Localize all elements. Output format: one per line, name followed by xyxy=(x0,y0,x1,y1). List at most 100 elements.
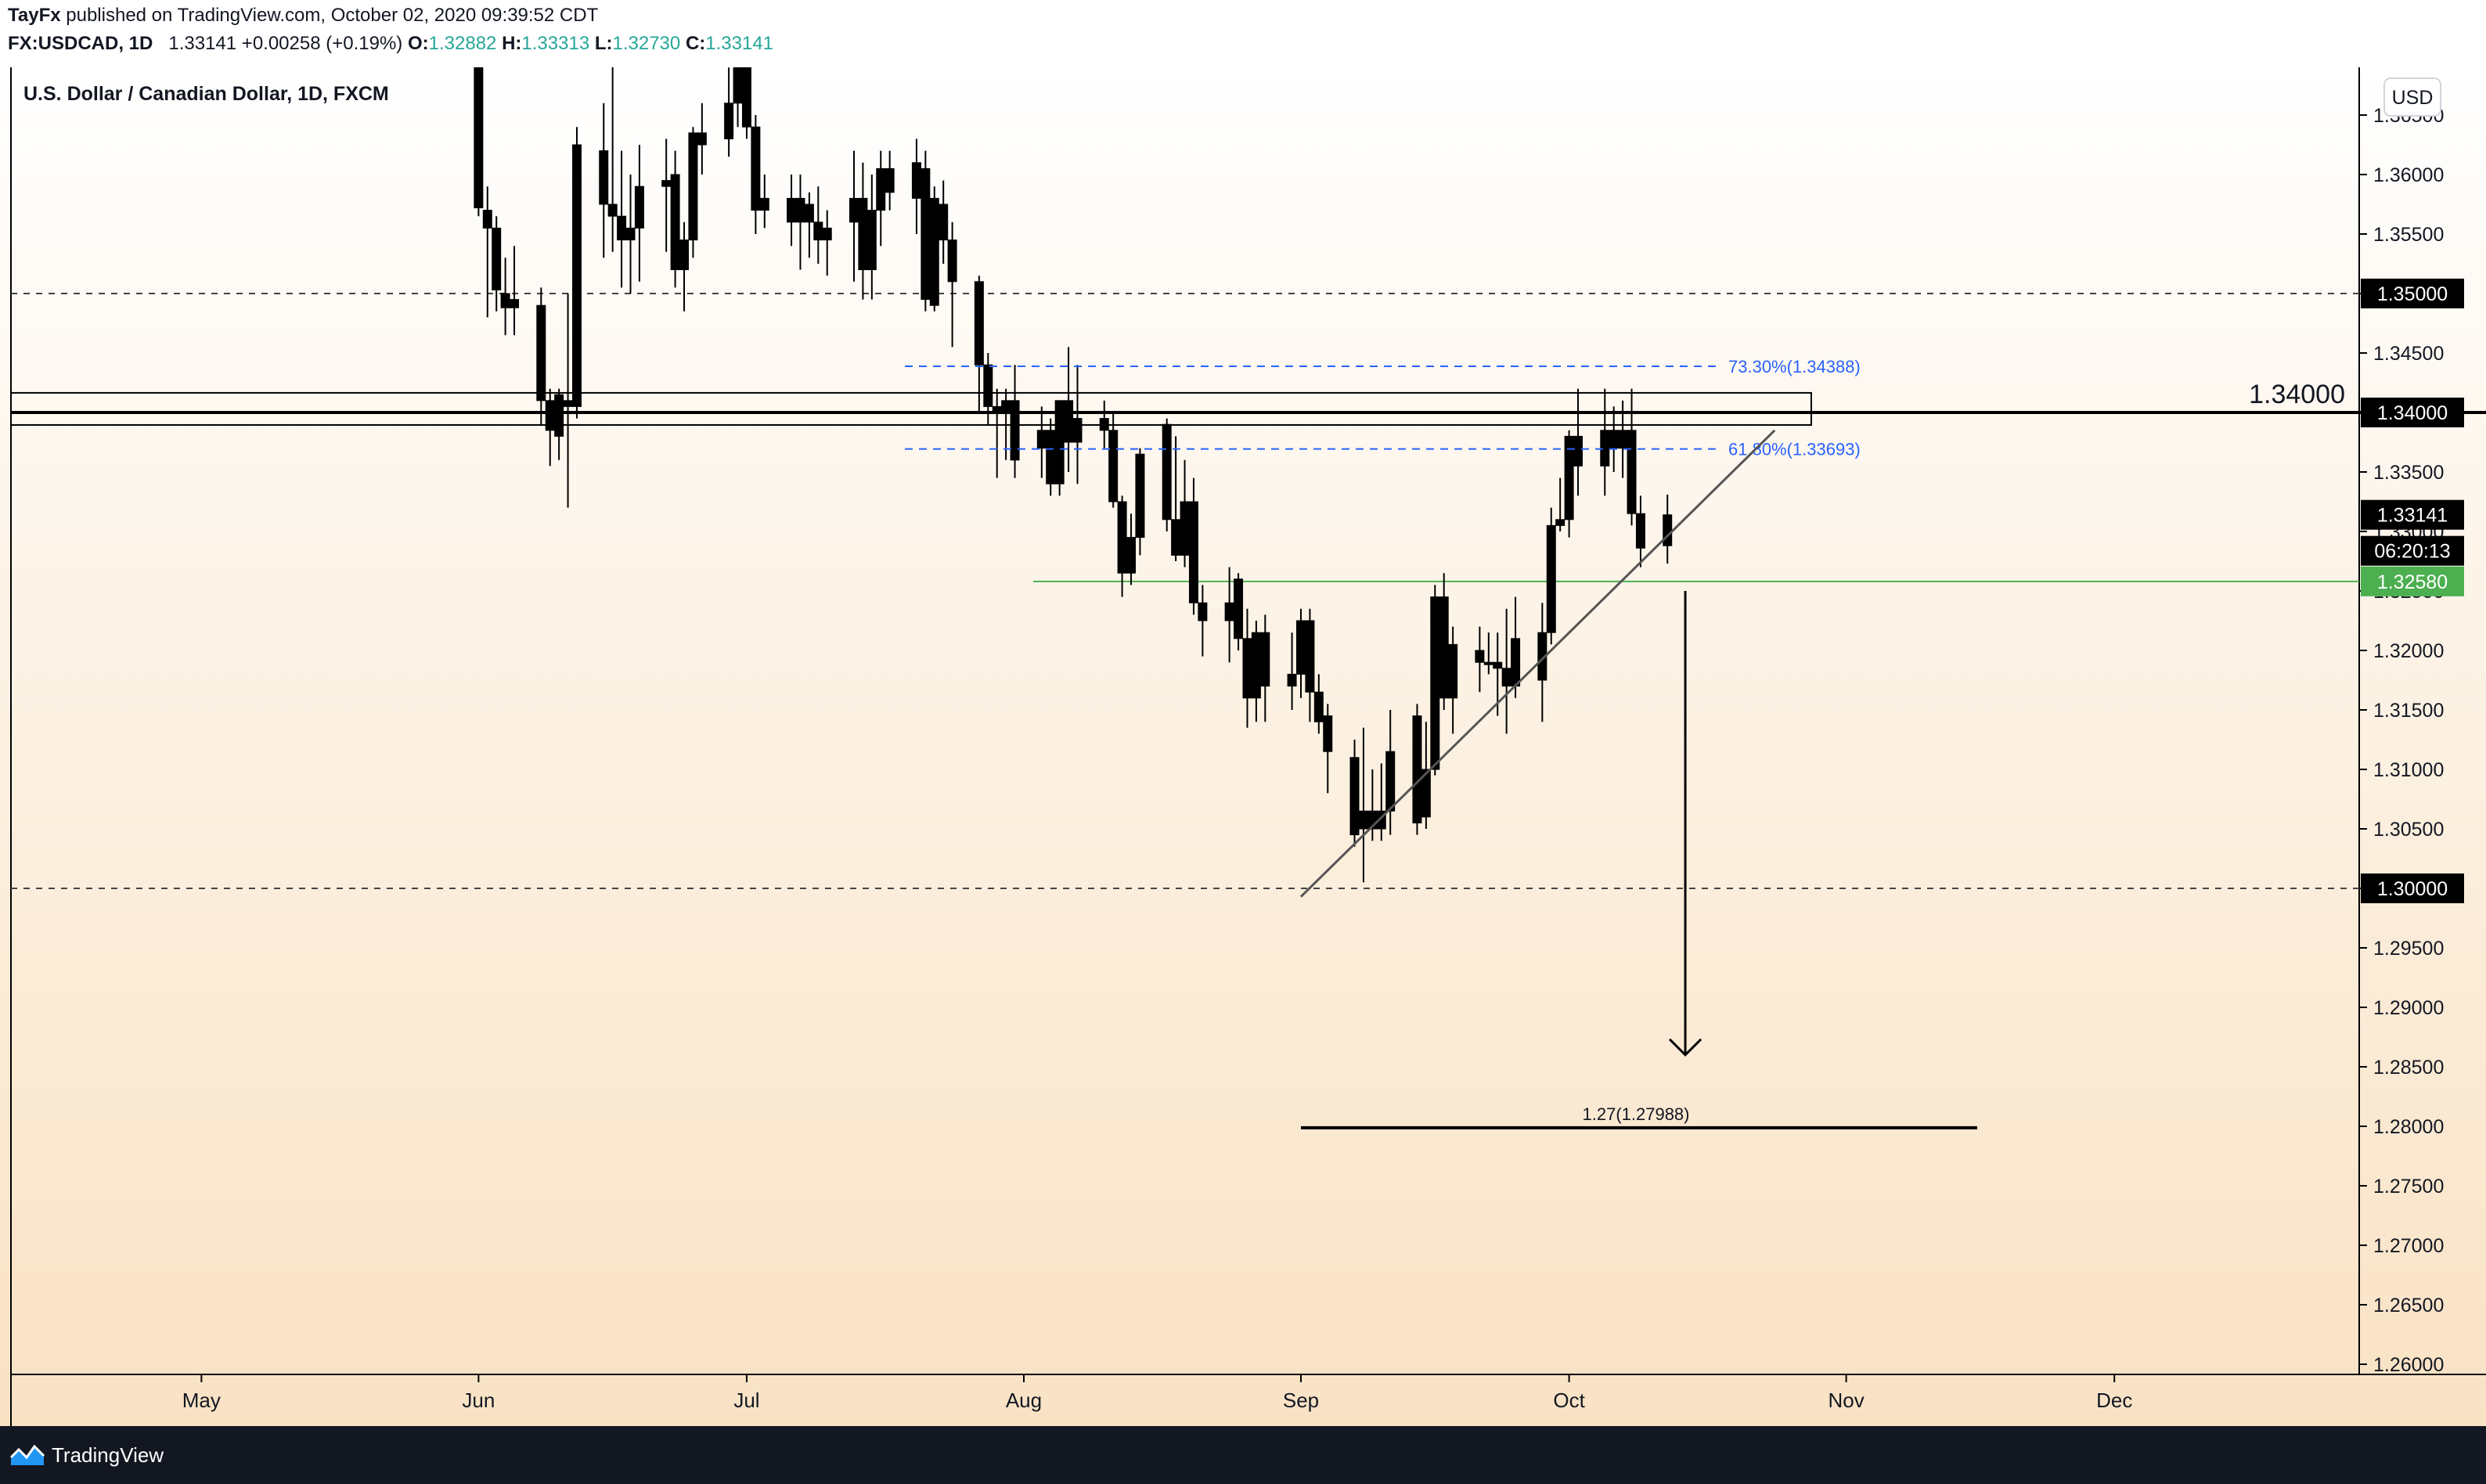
chart-header: TayFx published on TradingView.com, Octo… xyxy=(0,0,2486,67)
candle-body xyxy=(1358,810,1368,830)
candle-body xyxy=(634,186,644,229)
candle-body xyxy=(1635,513,1645,549)
candle-body xyxy=(1224,602,1234,621)
drawings-layer: 1.3400073.30%(1.34388)61.80%(1.33693)1.2… xyxy=(11,357,2486,1129)
candle-body xyxy=(947,240,957,283)
candle-body xyxy=(1064,400,1074,443)
candle-body xyxy=(1546,524,1556,633)
target-label: 1.27(1.27988) xyxy=(1583,1104,1690,1124)
price-tick-label: 1.31000 xyxy=(2373,759,2444,781)
candle-body xyxy=(1010,400,1020,461)
time-tick-label: Dec xyxy=(2096,1389,2132,1412)
low-value: 1.32730 xyxy=(612,33,681,54)
tradingview-brand[interactable]: TradingView xyxy=(9,1442,164,1468)
time-tick-label: May xyxy=(182,1389,221,1412)
countdown-tag-bg xyxy=(2361,535,2464,566)
support-price-tag-bg xyxy=(2361,566,2464,596)
candle-body xyxy=(1180,501,1190,556)
candle-body xyxy=(1171,519,1181,556)
price-tick-label: 1.31500 xyxy=(2373,700,2444,722)
candles-layer xyxy=(474,67,1673,883)
candle-body xyxy=(492,227,502,290)
candle-body xyxy=(1627,430,1637,514)
candle-body xyxy=(1349,757,1360,836)
candle-body xyxy=(661,180,672,187)
chart-background xyxy=(0,67,2486,1426)
price-tick-label: 1.29500 xyxy=(2373,938,2444,960)
ohlc-line: FX:USDCAD, 1D 1.33141 +0.00258 (+0.19%) … xyxy=(8,33,773,55)
author-name[interactable]: TayFx xyxy=(8,5,61,26)
candle-body xyxy=(795,197,805,223)
publish-info: published on TradingView.com, October 02… xyxy=(66,5,599,26)
open-value: 1.32882 xyxy=(428,33,497,54)
candle-body xyxy=(571,144,582,407)
close-value: 1.33141 xyxy=(705,33,774,54)
brand-label: TradingView xyxy=(52,1443,164,1467)
last-price-tag-bg xyxy=(2361,499,2464,530)
candle-body xyxy=(474,67,484,209)
candle-body xyxy=(1162,423,1172,520)
price-tag-1340-bg xyxy=(2361,398,2464,427)
candle-body xyxy=(1260,632,1270,687)
price-tick-label: 1.28000 xyxy=(2373,1116,2444,1138)
last-price: 1.33141 xyxy=(168,33,237,54)
candle-body xyxy=(1117,501,1127,574)
candle-body xyxy=(724,103,734,139)
candle-body xyxy=(1573,435,1583,466)
ascending-trendline xyxy=(1299,429,1776,898)
candle-body xyxy=(1126,537,1137,574)
candle-body xyxy=(500,293,510,308)
price-tags: 1.35000 1.34000 1.30000 1.33141 06:20:13 1.32… xyxy=(2361,279,2464,903)
time-tick-label: Sep xyxy=(1283,1389,1319,1412)
candle-body xyxy=(1448,643,1458,699)
candle-body xyxy=(1323,715,1333,752)
time-tick-label: Jun xyxy=(462,1389,495,1412)
candle-body xyxy=(759,197,769,211)
resistance-zone xyxy=(11,391,1812,426)
candle-body xyxy=(1421,769,1431,818)
chart-title: U.S. Dollar / Canadian Dollar, 1D, FXCM xyxy=(23,83,389,105)
candle-body xyxy=(1511,638,1521,687)
candle-body xyxy=(1072,418,1083,443)
candle-body xyxy=(670,174,680,271)
price-tick-label: 1.28500 xyxy=(2373,1057,2444,1079)
currency-button[interactable]: USD xyxy=(2383,77,2441,117)
candle-body xyxy=(1242,638,1252,699)
candle-body xyxy=(876,167,886,211)
candle-body xyxy=(1376,810,1386,830)
symbol-label: FX:USDCAD, 1D xyxy=(8,33,153,54)
price-tick-label: 1.27500 xyxy=(2373,1176,2444,1198)
candle-body xyxy=(1287,673,1297,687)
candle-body xyxy=(688,132,698,241)
price-chart[interactable]: 1.3400073.30%(1.34388)61.80%(1.33693)1.2… xyxy=(0,67,2486,1426)
candle-body xyxy=(858,197,868,271)
price-tick-label: 1.26500 xyxy=(2373,1295,2444,1317)
price-tick-label: 1.27000 xyxy=(2373,1235,2444,1257)
candle-body xyxy=(1234,578,1244,639)
high-label: H: xyxy=(502,33,522,54)
candle-body xyxy=(974,281,984,366)
price-tick-label: 1.32000 xyxy=(2373,640,2444,662)
publish-line: TayFx published on TradingView.com, Octo… xyxy=(8,5,598,27)
low-label: L: xyxy=(594,33,613,54)
time-axis[interactable]: May Jun Jul Aug Sep Oct Nov Dec xyxy=(182,1374,2133,1412)
candle-body xyxy=(599,150,609,205)
fib-label-733: 73.30%(1.34388) xyxy=(1728,357,1861,376)
candle-body xyxy=(545,400,555,431)
candle-body xyxy=(482,210,492,229)
candle-body xyxy=(625,227,636,241)
candle-body xyxy=(1618,430,1628,449)
candle-body xyxy=(929,197,939,306)
price-tag-1350: 1.35000 xyxy=(2377,283,2448,305)
candle-body xyxy=(1099,418,1109,431)
candle-body xyxy=(751,126,761,211)
candle-body xyxy=(741,67,751,128)
candle-body xyxy=(563,400,573,407)
candle-body xyxy=(787,197,797,223)
candle-body xyxy=(885,167,895,193)
candle-body xyxy=(554,394,564,437)
candle-body xyxy=(536,304,546,402)
candle-body xyxy=(617,215,627,241)
candle-body xyxy=(1430,596,1440,770)
candle-body xyxy=(679,240,690,271)
